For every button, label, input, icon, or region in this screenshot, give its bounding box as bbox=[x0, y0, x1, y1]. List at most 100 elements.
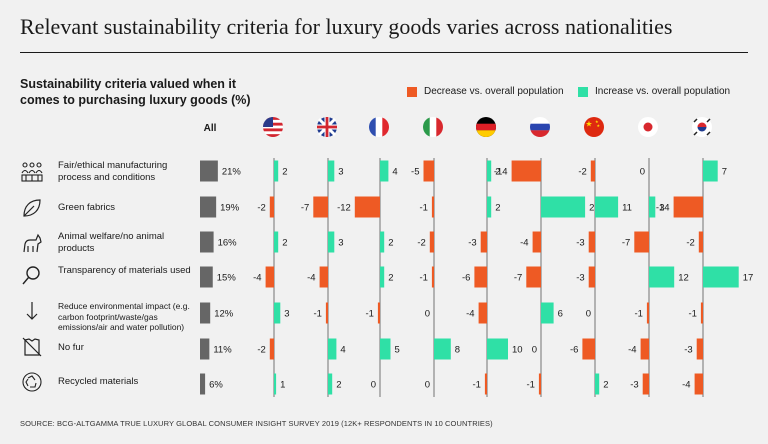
decrease-bar bbox=[480, 231, 487, 253]
delta-value-label: -5 bbox=[411, 167, 419, 178]
delta-value-label: -2 bbox=[686, 238, 694, 249]
delta-value-label: 7 bbox=[722, 167, 727, 178]
delta-value-label: -3 bbox=[630, 380, 638, 391]
delta-value-label: -7 bbox=[622, 238, 630, 249]
decrease-bar bbox=[694, 373, 703, 395]
delta-value-label: -2 bbox=[417, 238, 425, 249]
increase-bar bbox=[328, 338, 337, 360]
decrease-bar bbox=[588, 231, 595, 253]
no-fur-icon bbox=[22, 337, 42, 357]
category-label-green-fabrics: Green fabrics bbox=[58, 202, 116, 213]
italy-flag-icon bbox=[423, 117, 443, 137]
legend-increase-label: Increase vs. overall population bbox=[595, 86, 731, 97]
down-arrow-icon bbox=[26, 302, 38, 320]
all-value-label: 21% bbox=[222, 167, 242, 178]
increase-bar bbox=[380, 338, 391, 360]
delta-value-label: 2 bbox=[603, 380, 608, 391]
all-value-label: 12% bbox=[214, 309, 234, 320]
delta-value-label: 2 bbox=[282, 167, 287, 178]
decrease-bar bbox=[532, 231, 541, 253]
delta-value-label: 2 bbox=[495, 167, 500, 178]
decrease-bar bbox=[474, 266, 487, 288]
category-label-animal-welfare: Animal welfare/no animal products bbox=[58, 231, 165, 254]
delta-value-label: -1 bbox=[419, 273, 427, 284]
china-flag-icon: ★ ★★ bbox=[584, 117, 604, 137]
decrease-bar bbox=[354, 196, 380, 218]
us-flag-icon bbox=[263, 117, 283, 137]
decrease-bar bbox=[640, 338, 649, 360]
delta-value-label: 0 bbox=[425, 309, 430, 320]
delta-value-label: -1 bbox=[472, 380, 480, 391]
magnifier-icon bbox=[22, 266, 40, 285]
south-korea-flag-icon bbox=[692, 117, 712, 137]
delta-value-label: -3 bbox=[576, 273, 584, 284]
decrease-bar bbox=[673, 196, 703, 218]
delta-value-label: 0 bbox=[532, 345, 537, 356]
decrease-bar bbox=[313, 196, 328, 218]
category-label-transparency: Transparency of materials used bbox=[58, 265, 191, 276]
delta-value-label: 12 bbox=[678, 273, 689, 284]
legend-decrease-label: Decrease vs. overall population bbox=[424, 86, 564, 97]
delta-value-label: -6 bbox=[462, 273, 470, 284]
japan-flag-icon bbox=[638, 117, 658, 137]
delta-value-label: -1 bbox=[419, 203, 427, 214]
delta-value-label: -1 bbox=[526, 380, 534, 391]
decrease-bar bbox=[431, 266, 434, 288]
increase-bar bbox=[380, 231, 385, 253]
increase-bar bbox=[595, 373, 600, 395]
chart-subtitle: Sustainability criteria valued when it c… bbox=[20, 77, 251, 107]
decrease-bar bbox=[582, 338, 595, 360]
delta-value-label: -1 bbox=[313, 309, 321, 320]
animal-icon bbox=[23, 233, 42, 253]
category-label-fair-manufacturing: Fair/ethical manufacturing process and c… bbox=[58, 160, 168, 183]
delta-value-label: 2 bbox=[388, 238, 393, 249]
increase-bar bbox=[595, 196, 619, 218]
increase-bar bbox=[703, 160, 718, 182]
delta-value-label: -14 bbox=[494, 167, 508, 178]
france-flag-icon bbox=[369, 117, 389, 137]
all-bar bbox=[200, 231, 214, 253]
recycle-icon bbox=[22, 372, 42, 392]
svg-text:★: ★ bbox=[595, 119, 599, 124]
increase-bar bbox=[274, 302, 281, 324]
all-value-label: 16% bbox=[218, 238, 238, 249]
increase-bar bbox=[274, 231, 279, 253]
delta-value-label: 2 bbox=[495, 203, 500, 214]
delta-value-label: 0 bbox=[586, 309, 591, 320]
delta-value-label: 2 bbox=[388, 273, 393, 284]
delta-value-label: -4 bbox=[682, 380, 690, 391]
decrease-bar bbox=[431, 196, 434, 218]
germany-flag-icon bbox=[476, 117, 496, 137]
decrease-bar bbox=[511, 160, 541, 182]
delta-value-label: -1 bbox=[365, 309, 373, 320]
delta-value-label: -4 bbox=[466, 309, 474, 320]
decrease-bar bbox=[484, 373, 487, 395]
all-bar bbox=[200, 160, 218, 182]
source-footnote: SOURCE: BCG-ALTGAMMA TRUE LUXURY GLOBAL … bbox=[20, 419, 493, 428]
russia-flag-icon bbox=[530, 117, 550, 137]
all-bar bbox=[200, 266, 213, 288]
increase-bar bbox=[487, 160, 492, 182]
delta-value-label: 6 bbox=[558, 309, 563, 320]
title-divider bbox=[20, 52, 748, 53]
delta-value-label: 1 bbox=[280, 380, 285, 391]
delta-value-label: -1 bbox=[688, 309, 696, 320]
svg-text:★: ★ bbox=[585, 120, 592, 129]
increase-bar bbox=[274, 373, 277, 395]
decrease-bar bbox=[265, 266, 274, 288]
delta-value-label: -2 bbox=[257, 345, 265, 356]
increase-bar bbox=[274, 160, 279, 182]
delta-value-label: 3 bbox=[338, 167, 343, 178]
decrease-bar bbox=[538, 373, 541, 395]
decrease-bar bbox=[377, 302, 380, 324]
svg-text:★: ★ bbox=[597, 123, 601, 128]
all-value-label: 19% bbox=[220, 203, 240, 214]
delta-value-label: 4 bbox=[340, 345, 345, 356]
increase-bar bbox=[541, 196, 586, 218]
delta-value-label: 0 bbox=[640, 167, 645, 178]
all-value-label: 11% bbox=[213, 345, 232, 356]
increase-bar bbox=[487, 338, 508, 360]
decrease-bar bbox=[526, 266, 541, 288]
decrease-bar bbox=[590, 160, 595, 182]
decrease-bar bbox=[696, 338, 703, 360]
